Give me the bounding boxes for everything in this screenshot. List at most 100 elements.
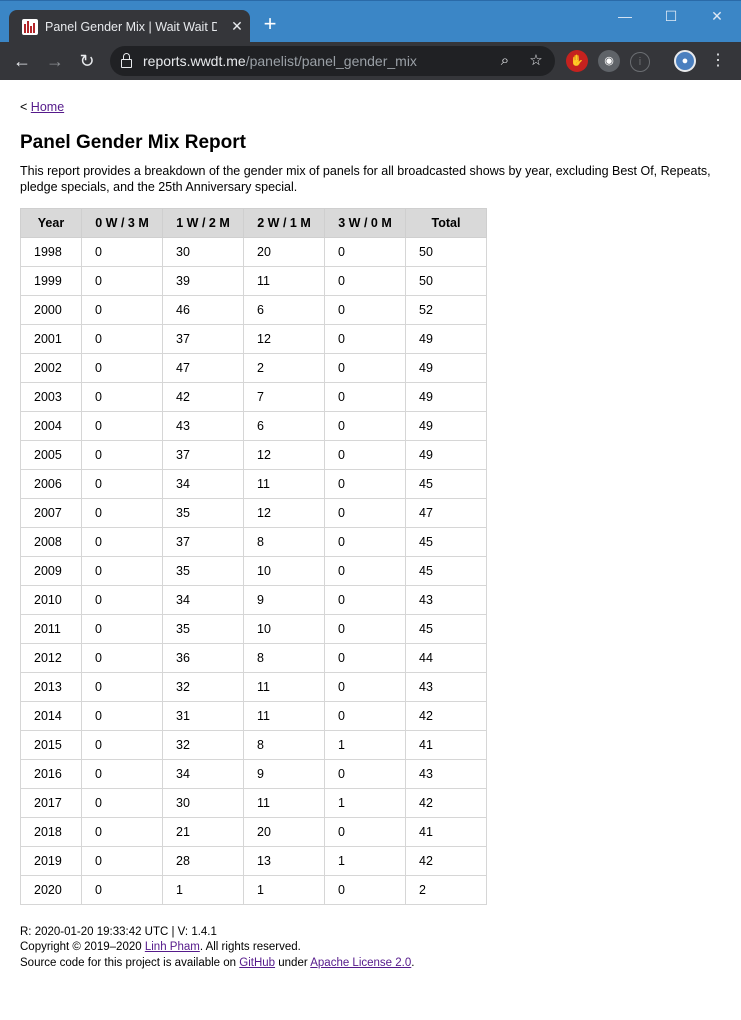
table-row: 2013 0 32 11 0 43 <box>20 672 487 702</box>
table-cell: 49 <box>405 382 487 412</box>
table-cell: 2018 <box>20 817 82 847</box>
zoom-icon[interactable]: ⌕ <box>500 52 510 69</box>
table-cell: 2000 <box>20 295 82 325</box>
browser-tab[interactable]: Panel Gender Mix | Wait Wait Don't Tell … <box>9 10 250 43</box>
table-cell: 12 <box>243 498 325 528</box>
table-cell: 12 <box>243 440 325 470</box>
table-cell: 1 <box>243 875 325 905</box>
table-cell: 0 <box>324 498 406 528</box>
table-cell: 0 <box>324 817 406 847</box>
table-row: 2009 0 35 10 0 45 <box>20 556 487 586</box>
window-close-icon[interactable]: ✕ <box>711 8 723 24</box>
table-cell: 34 <box>162 469 244 499</box>
table-cell: 1998 <box>20 237 82 267</box>
table-row: 2004 0 43 6 0 49 <box>20 411 487 441</box>
reload-icon[interactable]: ↻ <box>79 51 95 71</box>
home-link[interactable]: Home <box>30 100 65 114</box>
table-row: 2015 0 32 8 1 41 <box>20 730 487 760</box>
table-cell: 44 <box>405 643 487 673</box>
table-cell: 43 <box>405 585 487 615</box>
table-cell: 2007 <box>20 498 82 528</box>
table-cell: 43 <box>162 411 244 441</box>
table-cell: 0 <box>81 324 163 354</box>
table-cell: 2003 <box>20 382 82 412</box>
author-link[interactable]: Linh Pham <box>144 941 200 954</box>
table-cell: 2011 <box>20 614 82 644</box>
copyright-prefix: Copyright © 2019–2020 <box>20 941 145 954</box>
table-cell: 2002 <box>20 353 82 383</box>
table-cell: 0 <box>81 266 163 296</box>
table-row: 2010 0 34 9 0 43 <box>20 585 487 615</box>
forward-icon[interactable]: → <box>46 51 64 71</box>
table-cell: 6 <box>243 295 325 325</box>
column-header: 3 W / 0 M <box>324 208 406 238</box>
new-tab-icon[interactable]: + <box>263 11 277 36</box>
url-text[interactable]: reports.wwdt.me/panelist/panel_gender_mi… <box>143 46 417 76</box>
source-line: Source code for this project is availabl… <box>20 956 414 971</box>
table-cell: 1999 <box>20 266 82 296</box>
table-cell: 9 <box>243 585 325 615</box>
profile-avatar[interactable]: ● <box>674 50 696 72</box>
breadcrumb: < Home <box>20 100 725 115</box>
table-cell: 10 <box>243 614 325 644</box>
table-cell: 0 <box>81 643 163 673</box>
table-cell: 0 <box>324 382 406 412</box>
table-cell: 42 <box>405 846 487 876</box>
table-cell: 49 <box>405 324 487 354</box>
table-cell: 37 <box>162 527 244 557</box>
page: < Home Panel Gender Mix Report This repo… <box>0 80 741 1020</box>
footer: R: 2020-01-20 19:33:42 UTC | V: 1.4.1 Co… <box>20 925 414 971</box>
tab-close-icon[interactable]: ✕ <box>231 18 243 34</box>
table-cell: 2010 <box>20 585 82 615</box>
table-cell: 2006 <box>20 469 82 499</box>
license-link[interactable]: Apache License 2.0 <box>310 956 412 969</box>
back-icon[interactable]: ← <box>13 51 31 71</box>
browser-toolbar: ← → ↻ reports.wwdt.me/panelist/panel_gen… <box>0 42 741 80</box>
table-cell: 35 <box>162 498 244 528</box>
table-cell: 7 <box>243 382 325 412</box>
table-cell: 41 <box>405 730 487 760</box>
table-cell: 12 <box>243 324 325 354</box>
table-cell: 0 <box>81 759 163 789</box>
table-row: 2018 0 21 20 0 41 <box>20 817 487 847</box>
table-cell: 0 <box>81 730 163 760</box>
table-cell: 42 <box>405 788 487 818</box>
source-prefix: Source code for this project is availabl… <box>20 956 240 969</box>
maximize-icon[interactable]: ☐ <box>664 8 678 24</box>
table-row: 2003 0 42 7 0 49 <box>20 382 487 412</box>
table-cell: 49 <box>405 353 487 383</box>
table-cell: 21 <box>162 817 244 847</box>
table-cell: 43 <box>405 672 487 702</box>
bookmark-star-icon[interactable]: ☆ <box>529 52 543 69</box>
address-bar[interactable]: reports.wwdt.me/panelist/panel_gender_mi… <box>110 46 555 76</box>
info-extension-icon[interactable]: i <box>630 52 650 72</box>
minimize-icon[interactable]: — <box>618 8 632 24</box>
table-row: 2008 0 37 8 0 45 <box>20 527 487 557</box>
table-cell: 0 <box>81 585 163 615</box>
table-cell: 0 <box>324 237 406 267</box>
page-title: Panel Gender Mix Report <box>20 132 246 153</box>
table-cell: 2 <box>405 875 487 905</box>
table-cell: 0 <box>81 817 163 847</box>
table-cell: 0 <box>81 875 163 905</box>
table-cell: 11 <box>243 788 325 818</box>
table-cell: 2013 <box>20 672 82 702</box>
url-path: /panelist/panel_gender_mix <box>245 53 417 69</box>
table-cell: 0 <box>324 585 406 615</box>
table-cell: 11 <box>243 266 325 296</box>
table-cell: 32 <box>162 730 244 760</box>
github-link[interactable]: GitHub <box>239 956 276 969</box>
table-cell: 1 <box>324 846 406 876</box>
table-cell: 37 <box>162 440 244 470</box>
table-cell: 8 <box>243 730 325 760</box>
camera-extension-icon[interactable]: ◉ <box>598 50 620 72</box>
stop-hand-extension-icon[interactable]: ✋ <box>566 50 588 72</box>
table-cell: 35 <box>162 556 244 586</box>
table-cell: 46 <box>162 295 244 325</box>
table-cell: 2020 <box>20 875 82 905</box>
table-cell: 0 <box>81 411 163 441</box>
menu-icon[interactable]: ⋮ <box>710 52 726 69</box>
table-cell: 2004 <box>20 411 82 441</box>
